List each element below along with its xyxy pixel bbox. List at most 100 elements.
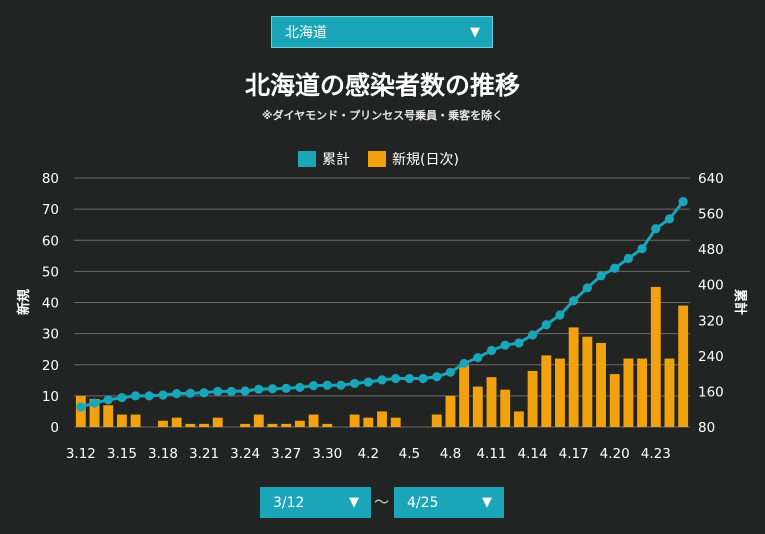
daily-bar (308, 414, 319, 427)
right-tick-label: 320 (698, 313, 724, 329)
cumulative-point (295, 382, 305, 393)
cumulative-point (445, 367, 456, 377)
legend-label-cumulative: 累計 (322, 152, 350, 168)
left-tick-label: 70 (42, 202, 59, 218)
cumulative-point (117, 393, 127, 403)
daily-bar (431, 414, 442, 427)
left-tick-label: 40 (42, 296, 59, 312)
left-tick-label: 20 (42, 358, 59, 374)
daily-bar (89, 398, 100, 427)
end-date-select[interactable]: 4/25 ▼ (394, 487, 504, 518)
end-date-value: 4/25 (407, 494, 439, 511)
cumulative-point (418, 373, 428, 384)
y-axis-label-right: 累計 (732, 289, 748, 315)
chevron-down-icon: ▼ (482, 495, 492, 510)
daily-bar (240, 423, 251, 427)
daily-bar (650, 286, 661, 427)
right-tick-label: 400 (698, 278, 724, 294)
cumulative-point (637, 244, 647, 254)
cumulative-point (226, 386, 237, 397)
cumulative-point (569, 296, 579, 306)
left-axis-ticks: 0 10 20 30 40 50 60 70 80 (42, 171, 59, 436)
daily-bar (541, 355, 552, 427)
cumulative-point (185, 388, 195, 398)
chevron-down-icon: ▼ (349, 495, 359, 510)
x-tick-label: 4.20 (600, 446, 630, 462)
daily-bar (609, 374, 620, 427)
right-tick-label: 80 (698, 420, 715, 436)
x-axis-ticks: 3.12 3.15 3.18 3.21 3.24 3.27 3.30 4.2 4.5 4.8 4.1… (66, 446, 671, 462)
cumulative-point (213, 386, 223, 397)
cumulative-point (473, 353, 483, 363)
daily-bar (267, 423, 278, 427)
cumulative-point (350, 378, 360, 389)
daily-bar (678, 305, 689, 427)
left-tick-label: 50 (42, 264, 59, 280)
cumulative-point (623, 253, 634, 264)
cumulative-point (89, 398, 100, 408)
x-tick-label: 4.5 (399, 446, 420, 462)
daily-bar (199, 423, 209, 427)
region-select-value: 北海道 (285, 25, 327, 41)
legend-swatch-daily (368, 151, 386, 167)
legend: 累計 新規(日次) (298, 151, 459, 168)
cumulative-point (281, 383, 291, 393)
x-tick-label: 4.17 (559, 446, 589, 462)
cumulative-point (322, 380, 332, 390)
legend-swatch-cumulative (298, 151, 316, 167)
x-tick-label: 3.30 (312, 446, 342, 462)
daily-bar (253, 414, 264, 427)
x-tick-label: 3.24 (230, 446, 260, 462)
chart-title: 北海道の感染者数の推移 (244, 71, 520, 100)
start-date-value: 3/12 (273, 494, 305, 511)
cumulative-point (76, 402, 86, 412)
x-tick-label: 4.8 (440, 446, 461, 462)
daily-bar (130, 414, 141, 427)
cumulative-point (500, 340, 510, 350)
daily-bar (568, 327, 579, 427)
cumulative-point (158, 390, 168, 400)
daily-bar (349, 414, 360, 427)
daily-bar (582, 336, 593, 427)
cumulative-point (254, 384, 264, 394)
cumulative-point (267, 384, 278, 394)
cumulative-point (363, 377, 373, 387)
cumulative-point (172, 389, 182, 399)
start-date-select[interactable]: 3/12 ▼ (260, 487, 371, 518)
cumulative-point (404, 373, 414, 384)
x-tick-label: 3.15 (107, 446, 137, 462)
cumulative-point (131, 391, 141, 401)
cumulative-point (144, 391, 154, 401)
right-tick-label: 160 (698, 384, 724, 400)
left-tick-label: 60 (42, 233, 59, 249)
cumulative-point (377, 375, 387, 385)
cumulative-point (651, 224, 661, 234)
daily-bar (555, 358, 565, 427)
daily-bar (281, 423, 292, 427)
cumulative-point (555, 310, 565, 320)
x-tick-label: 4.14 (518, 446, 548, 462)
cumulative-point (678, 196, 688, 207)
daily-bar (623, 358, 634, 427)
daily-bar (596, 342, 606, 427)
cumulative-point (610, 263, 620, 273)
daily-bar (212, 417, 223, 427)
cumulative-point (527, 330, 538, 340)
daily-bars (75, 286, 689, 427)
daily-bar (377, 411, 387, 427)
left-tick-label: 0 (50, 420, 59, 436)
cumulative-point (199, 388, 209, 398)
daily-bar (445, 395, 456, 427)
right-tick-label: 240 (698, 349, 724, 365)
daily-bar (637, 358, 648, 427)
region-select[interactable]: 北海道 ▼ (271, 16, 493, 48)
daily-bar (185, 423, 196, 427)
left-tick-label: 30 (42, 327, 59, 343)
x-tick-label: 3.27 (271, 446, 301, 462)
daily-bar (322, 423, 333, 427)
x-tick-label: 4.2 (358, 446, 379, 462)
daily-bar (459, 364, 470, 427)
x-tick-label: 4.11 (476, 446, 506, 462)
daily-bar (664, 358, 675, 427)
x-tick-label: 3.18 (148, 446, 178, 462)
